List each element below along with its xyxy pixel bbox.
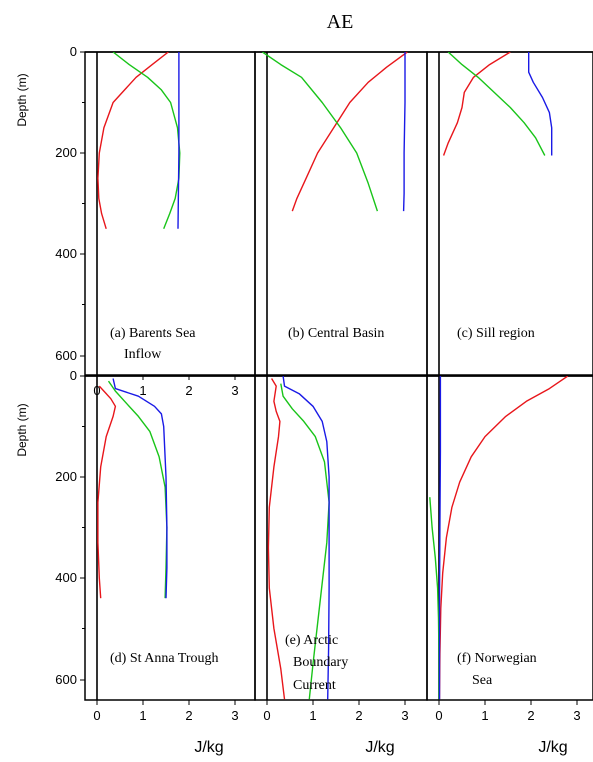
x-tick-label-f-2: 2 <box>527 708 534 723</box>
series-line-d-green <box>107 380 168 599</box>
series-line-e-blue <box>282 376 330 700</box>
series-line-a-red <box>97 52 169 230</box>
panel-label-d-0: (d) St Anna Trough <box>110 651 219 666</box>
y-tick-label-a-0: 0 <box>70 44 77 59</box>
panel-f: 0 1 2 3 (f) Norwegian Sea <box>426 375 593 723</box>
y-axis-label-bottom: Depth (m) <box>15 403 29 456</box>
panel-e: 0 1 2 3 (e) Arctic Boundary Current <box>254 375 428 723</box>
series-line-c-red <box>442 52 511 156</box>
x-tick-label-a-2: 2 <box>185 383 192 398</box>
figure-title: AE <box>327 11 354 33</box>
series-line-a-blue <box>177 52 180 229</box>
panel-c: (c) Sill region <box>426 51 593 376</box>
series-line-b-green <box>262 52 379 212</box>
x-axis-label-e: J/kg <box>365 739 394 756</box>
series-line-e-red <box>267 378 286 700</box>
series-line-f-blue <box>438 376 442 700</box>
panel-a: 0 200 400 600 0 1 2 3 (a) Barents Sea Inflow <box>55 44 256 398</box>
x-tick-label-e-0: 0 <box>263 708 270 723</box>
panel-label-a-0: (a) Barents Sea <box>110 326 196 341</box>
x-tick-label-a-1: 1 <box>139 383 146 398</box>
x-tick-label-a-3: 3 <box>231 383 238 398</box>
x-tick-label-d-0: 0 <box>93 708 100 723</box>
x-tick-label-d-1: 1 <box>139 708 146 723</box>
panel-label-b-0: (b) Central Basin <box>288 326 384 341</box>
y-tick-label-d-600: 600 <box>55 672 77 687</box>
panel-label-c-0: (c) Sill region <box>457 326 535 341</box>
x-tick-label-d-2: 2 <box>185 708 192 723</box>
series-line-c-green <box>447 52 546 156</box>
x-tick-label-f-0: 0 <box>435 708 442 723</box>
x-tick-label-e-1: 1 <box>309 708 316 723</box>
y-tick-label-a-200: 200 <box>55 145 77 160</box>
series-line-f-red <box>438 376 569 700</box>
x-tick-label-e-3: 3 <box>401 708 408 723</box>
y-tick-label-a-400: 400 <box>55 246 77 261</box>
panel-frame-e <box>254 375 428 701</box>
x-axis-label-f: J/kg <box>538 739 567 756</box>
y-tick-label-a-600: 600 <box>55 348 77 363</box>
y-tick-label-d-200: 200 <box>55 469 77 484</box>
series-line-d-red <box>97 385 117 599</box>
panel-label-f-0: (f) Norwegian <box>457 651 537 666</box>
panel-label-e-0: (e) Arctic <box>285 633 338 648</box>
x-tick-label-f-1: 1 <box>481 708 488 723</box>
panel-d: 0 200 400 600 0 1 2 3 (d) St Anna Trough <box>55 368 256 723</box>
y-axis-label-top: Depth (m) <box>15 73 29 126</box>
panel-label-a-1: Inflow <box>124 347 162 362</box>
panel-label-e-2: Current <box>293 678 336 693</box>
x-tick-label-e-2: 2 <box>355 708 362 723</box>
series-line-b-red <box>291 52 408 212</box>
series-line-a-green <box>112 52 181 230</box>
panel-label-e-1: Boundary <box>293 655 348 670</box>
y-tick-label-d-0: 0 <box>70 368 77 383</box>
x-axis-label-d: J/kg <box>194 739 223 756</box>
series-line-f-green <box>429 497 440 700</box>
panel-b: (b) Central Basin <box>254 51 428 376</box>
series-line-e-green <box>280 383 330 700</box>
y-tick-label-d-400: 400 <box>55 570 77 585</box>
x-tick-label-d-3: 3 <box>231 708 238 723</box>
x-tick-label-f-3: 3 <box>573 708 580 723</box>
series-line-b-blue <box>402 52 406 212</box>
series-line-c-blue <box>528 52 553 156</box>
panel-label-f-1: Sea <box>472 673 493 688</box>
series-line-d-blue <box>112 378 168 599</box>
